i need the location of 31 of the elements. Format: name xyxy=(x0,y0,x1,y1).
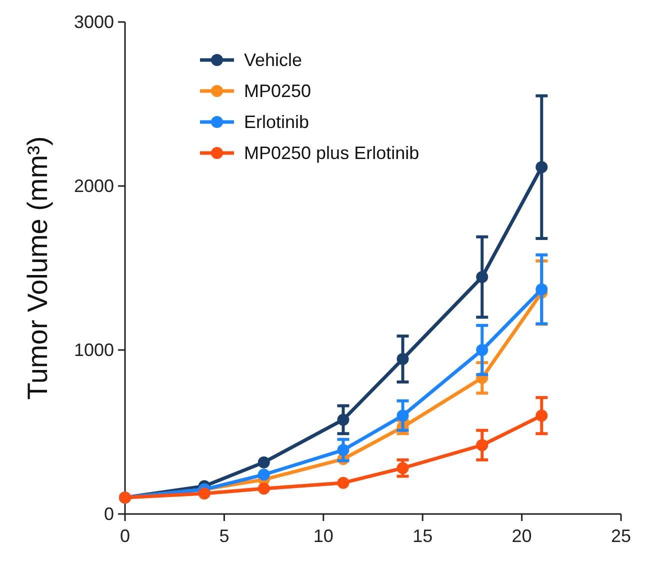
y-tick-label: 3000 xyxy=(74,12,114,32)
point xyxy=(337,444,350,456)
x-tick-label: 10 xyxy=(313,526,334,546)
legend-label: MP0250 xyxy=(244,81,312,101)
point xyxy=(536,410,548,422)
point xyxy=(198,488,210,500)
point xyxy=(396,353,409,366)
legend-label: MP0250 plus Erlotinib xyxy=(244,143,420,163)
point xyxy=(258,468,270,481)
x-tick-label: 0 xyxy=(120,526,130,546)
x-tick-label: 5 xyxy=(219,526,230,546)
x-tick-label: 25 xyxy=(610,526,632,546)
legend-label: Erlotinib xyxy=(244,112,310,132)
point xyxy=(536,161,548,174)
point xyxy=(337,414,350,426)
point xyxy=(396,410,409,422)
point xyxy=(258,456,270,468)
point xyxy=(337,476,350,489)
x-tick-label: 20 xyxy=(512,526,532,546)
legend-label: Vehicle xyxy=(244,50,302,70)
x-tick-label: 15 xyxy=(412,526,433,546)
point xyxy=(536,283,548,296)
y-tick-label: 1000 xyxy=(74,340,114,360)
y-tick-label: 2000 xyxy=(74,176,114,196)
y-axis-title: Tumor Volume (mm³) xyxy=(22,136,53,400)
point xyxy=(476,439,488,452)
point xyxy=(258,482,270,495)
point xyxy=(476,271,488,284)
point xyxy=(396,462,409,474)
y-tick-label: 0 xyxy=(104,504,114,524)
point xyxy=(476,344,488,356)
